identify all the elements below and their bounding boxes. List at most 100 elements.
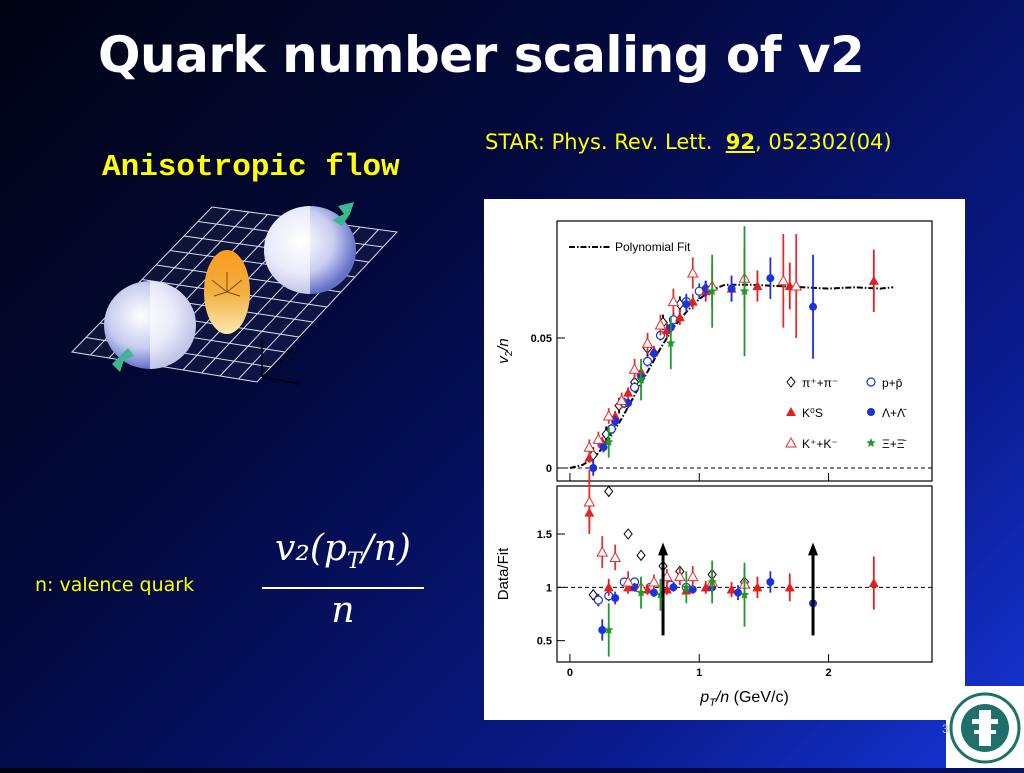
bottom-data-point — [593, 595, 603, 605]
bottom-ytick-label: 1.5 — [537, 529, 552, 541]
bottom-data-point — [649, 588, 658, 597]
fraction-bar — [262, 587, 424, 590]
bottom-data-point — [598, 626, 607, 634]
bottom-data-point — [739, 589, 750, 599]
bottom-data-point — [622, 575, 634, 587]
reference-suffix: , 052302(04) — [754, 130, 892, 154]
axis-triad-icon — [261, 337, 301, 385]
legend-label: p+p̄ — [882, 376, 903, 390]
legend-marker — [786, 376, 796, 388]
top-data-point — [674, 312, 685, 322]
bottom-data-point — [655, 589, 666, 599]
bottom-data-point — [669, 583, 678, 592]
top-data-point — [642, 356, 653, 366]
top-data-point — [654, 318, 667, 330]
top-data-point — [641, 337, 654, 348]
top-data-point — [599, 443, 608, 452]
top-data-point — [592, 433, 605, 444]
top-data-point — [707, 286, 717, 296]
reference-volume: 92 — [725, 130, 755, 154]
top-data-point — [687, 296, 698, 306]
upper-limit-arrow-icon — [808, 542, 819, 556]
legend-label: K⁺+K⁻ — [802, 437, 838, 451]
formula-denominator: n — [331, 590, 355, 632]
top-data-point — [603, 437, 614, 447]
flow-arrow-right-icon — [332, 202, 354, 226]
bottom-data-point — [596, 546, 609, 557]
top-data-point — [752, 281, 763, 290]
page-number: 3 — [942, 722, 949, 736]
bottom-data-point — [623, 528, 633, 540]
bottom-data-point — [766, 578, 775, 586]
subheading-anisotropic-flow: Anisotropic flow — [102, 150, 400, 185]
top-data-point — [628, 363, 641, 374]
bottom-xtick-label: 0 — [567, 667, 573, 679]
polynomial-fit-curve — [569, 283, 894, 469]
scaling-formula: v₂(pT/n) n — [262, 528, 424, 631]
top-data-point — [661, 325, 672, 335]
top-data-point — [777, 274, 790, 286]
flow-arrow-left-icon — [112, 348, 134, 372]
legend-label: Ξ+Ξ̄ — [882, 437, 907, 451]
v2-scaling-figure: 0 0.05 0.5 1 1.5 0 1 2 v2/n Data/Fit pT/n (GeV/c) P… — [484, 199, 965, 720]
legend-label: π⁺+π⁻ — [802, 376, 838, 390]
formula-numerator-sub: T — [346, 549, 362, 575]
top-data-point — [629, 382, 640, 392]
top-data-point — [666, 338, 676, 348]
bottom-data-point — [784, 582, 795, 592]
top-data-point — [649, 349, 658, 358]
bottom-ytick-label: 0.5 — [537, 636, 552, 648]
top-data-point — [624, 399, 633, 407]
bottom-data-point — [734, 588, 743, 597]
v2-scaling-plot: 0 0.05 0.5 1 1.5 0 1 2 v2/n Data/Fit pT/n (GeV/c) P… — [495, 220, 933, 709]
top-data-point — [602, 409, 615, 421]
bottom-panel-frame — [556, 485, 933, 663]
bottom-ytick-label: 1 — [546, 582, 552, 594]
bottom-xtick-label: 2 — [825, 667, 831, 679]
bottom-data-point — [686, 570, 699, 582]
legend-marker — [785, 436, 797, 448]
top-data-point — [739, 286, 750, 296]
legend-label: K⁰S — [802, 406, 823, 420]
top-data-point — [667, 295, 680, 307]
valence-quark-note: n: valence quark — [35, 574, 195, 596]
formula-numerator: v₂(pT/n) — [262, 528, 424, 583]
top-ylabel: v2/n — [495, 338, 515, 364]
top-data-point — [584, 452, 595, 462]
x-axis-label: pT/n (GeV/c) — [699, 689, 789, 709]
bottom-data-point — [673, 570, 686, 582]
reference-citation: STAR: Phys. Rev. Lett. 92, 052302(04) — [485, 130, 892, 154]
top-data-point — [583, 441, 596, 452]
bottom-data-point — [636, 587, 646, 597]
bottom-data-point — [688, 585, 697, 594]
bottom-data-point — [604, 485, 614, 498]
top-ytick-label: 0 — [546, 463, 552, 475]
top-panel-frame — [556, 220, 933, 482]
top-data-point — [809, 302, 818, 311]
bottom-ylabel: Data/Fit — [495, 547, 512, 600]
top-data-point — [589, 464, 598, 472]
top-data-point — [682, 300, 691, 309]
bottom-data-point — [611, 594, 620, 602]
reference-prefix: STAR: Phys. Rev. Lett. — [485, 130, 726, 154]
bottom-data-point — [868, 578, 879, 588]
top-ytick-label: 0.05 — [531, 333, 552, 345]
bottom-data-point — [752, 582, 763, 592]
university-logo — [946, 686, 1024, 768]
legend-label: Λ+Λ̄ — [882, 406, 907, 420]
bottom-data-point — [681, 582, 692, 592]
bottom-data-point — [603, 582, 614, 592]
bottom-data-point — [726, 584, 737, 594]
legend-marker — [866, 438, 876, 448]
formula-numerator-main: v₂(p — [275, 528, 347, 569]
bottom-data-point — [603, 625, 614, 635]
upper-limit-arrow-icon — [658, 542, 669, 556]
anisotropic-flow-illustration — [62, 192, 412, 407]
top-data-point — [766, 274, 775, 283]
bottom-xtick-label: 1 — [696, 667, 702, 679]
bottom-data-point — [707, 577, 717, 587]
top-data-point — [868, 275, 879, 285]
top-data-point — [790, 279, 803, 291]
legend-marker — [867, 408, 875, 416]
bottom-data-point — [700, 582, 711, 592]
